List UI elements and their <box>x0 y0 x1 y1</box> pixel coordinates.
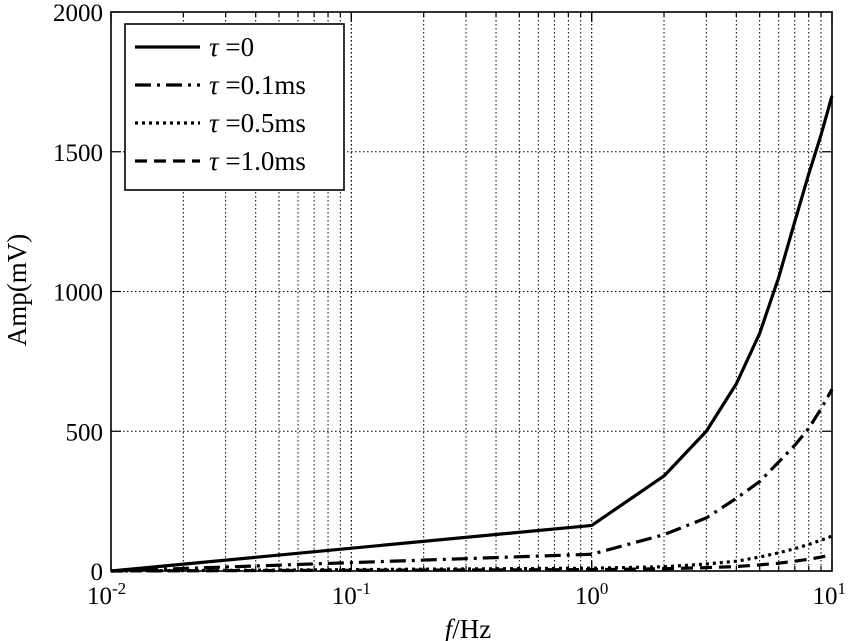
y-tick-label: 0 <box>91 559 104 586</box>
legend-box <box>124 23 345 191</box>
series-lines <box>110 95 834 573</box>
tick-labels: 0 500 1000 1500 2000 10-2 10-1 100 101 <box>53 0 846 610</box>
legend-label-3: τ =0.5ms <box>209 108 306 138</box>
legend: τ =0 τ =0.1ms τ =0.5ms τ =1.0ms <box>124 23 345 191</box>
legend-label-2: τ =0.1ms <box>209 70 306 100</box>
y-tick-label: 1000 <box>53 280 103 307</box>
tick-marks <box>110 11 833 572</box>
legend-label-1: τ =0 <box>209 32 254 62</box>
x-tick-label: 10-1 <box>332 579 371 610</box>
series-line-1 <box>110 95 834 573</box>
y-tick-label: 1500 <box>53 140 103 167</box>
x-tick-label: 100 <box>575 579 609 610</box>
y-tick-label: 2000 <box>53 0 103 27</box>
legend-label-4: τ =1.0ms <box>209 146 306 176</box>
x-axis-title: f/Hz <box>445 614 492 641</box>
series-line-4 <box>110 553 833 573</box>
x-tick-label: 101 <box>813 579 847 610</box>
x-tick-label: 10-2 <box>87 579 126 610</box>
y-tick-label: 500 <box>66 419 104 446</box>
series-line-2 <box>110 388 834 573</box>
y-axis-title: Amp(mV) <box>2 234 32 346</box>
